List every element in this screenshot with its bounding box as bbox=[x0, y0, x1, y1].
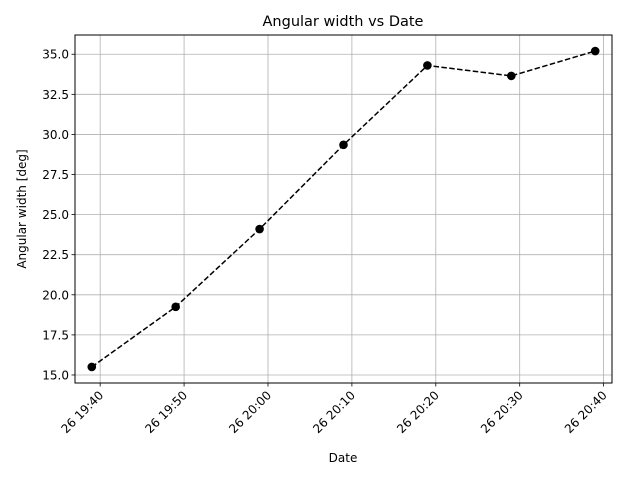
x-axis: 26 19:40 26 19:50 26 20:00 26 20:10 26 20:20… bbox=[58, 383, 610, 436]
y-tick-label: 27.5 bbox=[42, 168, 69, 182]
data-point bbox=[87, 362, 97, 372]
x-tick-label: 26 20:00 bbox=[226, 388, 274, 436]
y-tick-label: 30.0 bbox=[42, 128, 69, 142]
x-tick-label: 26 19:50 bbox=[142, 388, 190, 436]
x-tick-label: 26 20:10 bbox=[310, 388, 358, 436]
y-axis: 15.0 17.5 20.0 22.5 25.0 27.5 30.0 32.5 35.0 bbox=[42, 48, 75, 382]
x-tick-label: 26 20:40 bbox=[562, 388, 610, 436]
y-tick-label: 25.0 bbox=[42, 208, 69, 222]
y-tick-label: 32.5 bbox=[42, 88, 69, 102]
data-point bbox=[339, 140, 348, 150]
y-tick-label: 17.5 bbox=[42, 328, 69, 342]
y-tick-label: 35.0 bbox=[42, 48, 69, 62]
chart-title: Angular width vs Date bbox=[263, 14, 424, 30]
data-point bbox=[255, 224, 264, 234]
data-point bbox=[507, 71, 516, 81]
data-point bbox=[423, 61, 432, 70]
y-axis-label: Angular width [deg] bbox=[15, 149, 29, 268]
x-axis-label: Date bbox=[329, 451, 358, 465]
y-tick-label: 15.0 bbox=[42, 368, 69, 382]
data-point bbox=[590, 46, 600, 56]
data-points bbox=[87, 46, 600, 372]
y-tick-label: 22.5 bbox=[42, 248, 69, 262]
y-tick-label: 20.0 bbox=[42, 288, 69, 302]
plot-frame bbox=[74, 34, 613, 384]
data-point bbox=[171, 302, 180, 312]
x-tick-label: 26 20:20 bbox=[394, 388, 442, 436]
grid bbox=[75, 35, 612, 383]
x-tick-label: 26 20:30 bbox=[478, 388, 526, 436]
x-tick-label: 26 19:40 bbox=[58, 388, 106, 436]
